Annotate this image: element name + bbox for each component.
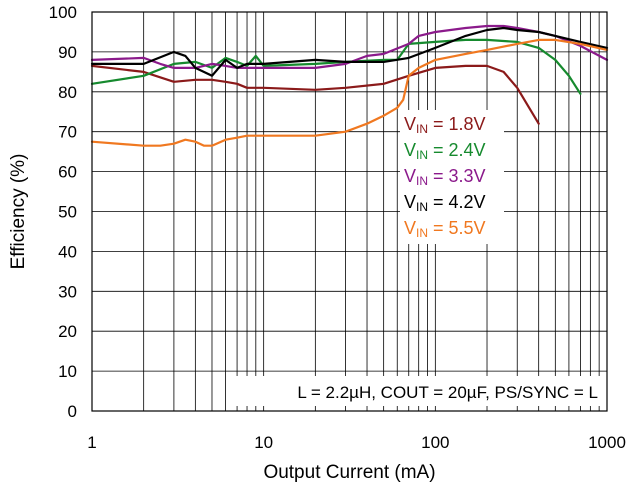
y-tick-label: 100: [49, 3, 77, 22]
plot-area-frame: [91, 11, 608, 412]
series-line-4: [90, 26, 609, 77]
y-tick-label: 90: [58, 43, 77, 62]
y-tick-label: 50: [58, 203, 77, 222]
series-line-5: [90, 38, 609, 147]
legend-entry-2: VIN = 2.4V: [404, 140, 486, 162]
x-tick-label: 10: [254, 433, 273, 452]
x-tick-label: 1: [87, 433, 96, 452]
series-line-2: [90, 38, 582, 95]
x-axis-title: Output Current (mA): [263, 462, 435, 483]
grid-lines: [92, 12, 607, 411]
axis-tick-labels: 1 10 100 1000 0 10 20 30 40 50 60 70 80 90 100: [49, 3, 626, 452]
y-tick-label: 60: [58, 163, 77, 182]
y-tick-label: 80: [58, 83, 77, 102]
legend-entry-4: VIN = 4.2V: [404, 192, 486, 214]
x-tick-label: 100: [421, 433, 449, 452]
y-tick-label: 30: [58, 282, 77, 301]
y-tick-label: 10: [58, 362, 77, 381]
legend-entry-3: VIN = 3.3V: [404, 166, 486, 188]
x-tick-label: 1000: [588, 433, 626, 452]
y-tick-label: 0: [68, 402, 77, 421]
y-tick-label: 20: [58, 322, 77, 341]
y-axis-title: Efficiency (%): [8, 154, 29, 270]
series-lines: [90, 24, 609, 147]
y-tick-label: 40: [58, 242, 77, 261]
annotation-text: L = 2.2µH, COUT = 20µF, PS/SYNC = L: [297, 383, 598, 402]
legend: VIN = 1.8V VIN = 2.4V VIN = 3.3V VIN = 4.2V…: [400, 110, 504, 244]
legend-entry-5: VIN = 5.5V: [404, 218, 486, 240]
legend-entry-1: VIN = 1.8V: [404, 114, 486, 136]
annotation-background: [232, 376, 606, 406]
y-tick-label: 70: [58, 123, 77, 142]
legend-background: [400, 110, 504, 244]
annotation-box: L = 2.2µH, COUT = 20µF, PS/SYNC = L: [232, 376, 606, 406]
series-line-1: [90, 64, 540, 125]
